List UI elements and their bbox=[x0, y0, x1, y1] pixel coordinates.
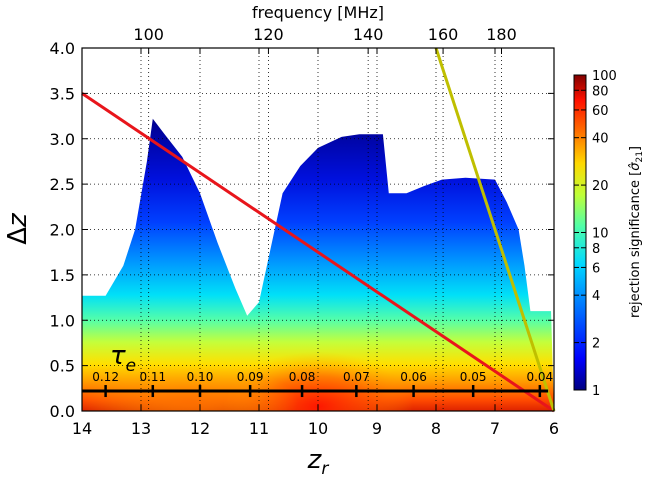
tau-e-tick-label: 0.12 bbox=[92, 370, 119, 384]
x-tick-label: 13 bbox=[131, 419, 151, 438]
x-tick-label: 6 bbox=[549, 419, 559, 438]
tau-e-tick-label: 0.06 bbox=[400, 370, 427, 384]
freq-tick-label: 140 bbox=[353, 25, 384, 44]
freq-tick-label: 160 bbox=[428, 25, 459, 44]
model-lines bbox=[81, 47, 556, 413]
tau-e-tick-label: 0.05 bbox=[460, 370, 487, 384]
y-tick-label: 2.5 bbox=[50, 175, 75, 194]
y-tick-label: 0.5 bbox=[50, 357, 75, 376]
tau-e-tick-label: 0.09 bbox=[237, 370, 264, 384]
freq-tick-label: 100 bbox=[133, 25, 164, 44]
yellow-model-line bbox=[434, 47, 556, 412]
colorbar-tick-label: 40 bbox=[592, 132, 609, 147]
y-tick-label: 3.0 bbox=[50, 130, 75, 149]
heatmap bbox=[82, 118, 554, 411]
x-tick-label: 7 bbox=[490, 419, 500, 438]
colorbar-tick-label: 1 bbox=[592, 384, 600, 399]
y-tick-label: 2.0 bbox=[50, 221, 75, 240]
top-axis-label: frequency [MHz] bbox=[252, 3, 384, 22]
colorbar-tick-label: 100 bbox=[592, 69, 617, 84]
y-axis-label: Δz bbox=[3, 212, 33, 245]
y-tick-label: 4.0 bbox=[50, 39, 75, 58]
axes: 14 13 12 11 10 9 8 7 6 0.0 0.5 1.0 1.5 2.0 2.5 3.0 3.5 4.… bbox=[50, 25, 560, 438]
tau-e-tick-label: 0.08 bbox=[289, 370, 316, 384]
y-tick-label: 0.0 bbox=[50, 402, 75, 421]
tau-e-tick-label: 0.11 bbox=[139, 370, 166, 384]
x-tick-label: 10 bbox=[308, 419, 328, 438]
colorbar-tick-label: 20 bbox=[592, 179, 609, 194]
colorbar-tick-label: 10 bbox=[592, 227, 609, 242]
x-axis-label: zr bbox=[307, 445, 330, 479]
y-tick-label: 1.0 bbox=[50, 311, 75, 330]
tau-e-tick-label: 0.07 bbox=[343, 370, 370, 384]
colorbar-label: rejection significance [σ̂21] bbox=[628, 146, 645, 318]
colorbar-tick-label: 2 bbox=[592, 337, 600, 352]
tau-e-tick-label: 0.10 bbox=[187, 370, 214, 384]
x-tick-label: 8 bbox=[431, 419, 441, 438]
freq-tick-label: 180 bbox=[486, 25, 517, 44]
x-tick-label: 12 bbox=[190, 419, 210, 438]
freq-tick-label: 120 bbox=[253, 25, 284, 44]
x-tick-label: 9 bbox=[372, 419, 382, 438]
y-tick-label: 1.5 bbox=[50, 266, 75, 285]
tau-e-tick-label: 0.04 bbox=[526, 370, 553, 384]
tau-e-scale: 0.12 0.11 0.10 0.09 0.08 0.07 0.06 0.05 0.04 τe bbox=[82, 341, 553, 398]
x-tick-label: 11 bbox=[249, 419, 269, 438]
y-tick-label: 3.5 bbox=[50, 84, 75, 103]
colorbar-tick-label: 4 bbox=[592, 289, 600, 304]
x-tick-label: 14 bbox=[72, 419, 92, 438]
tau-e-label: τe bbox=[110, 341, 136, 376]
red-model-line bbox=[81, 92, 555, 413]
colorbar-tick-label: 60 bbox=[592, 104, 609, 119]
colorbar-tick-label: 80 bbox=[592, 84, 609, 99]
grid bbox=[82, 48, 554, 411]
colorbar-tick-label: 6 bbox=[592, 261, 600, 276]
colorbar-tick-label: 8 bbox=[592, 242, 600, 257]
